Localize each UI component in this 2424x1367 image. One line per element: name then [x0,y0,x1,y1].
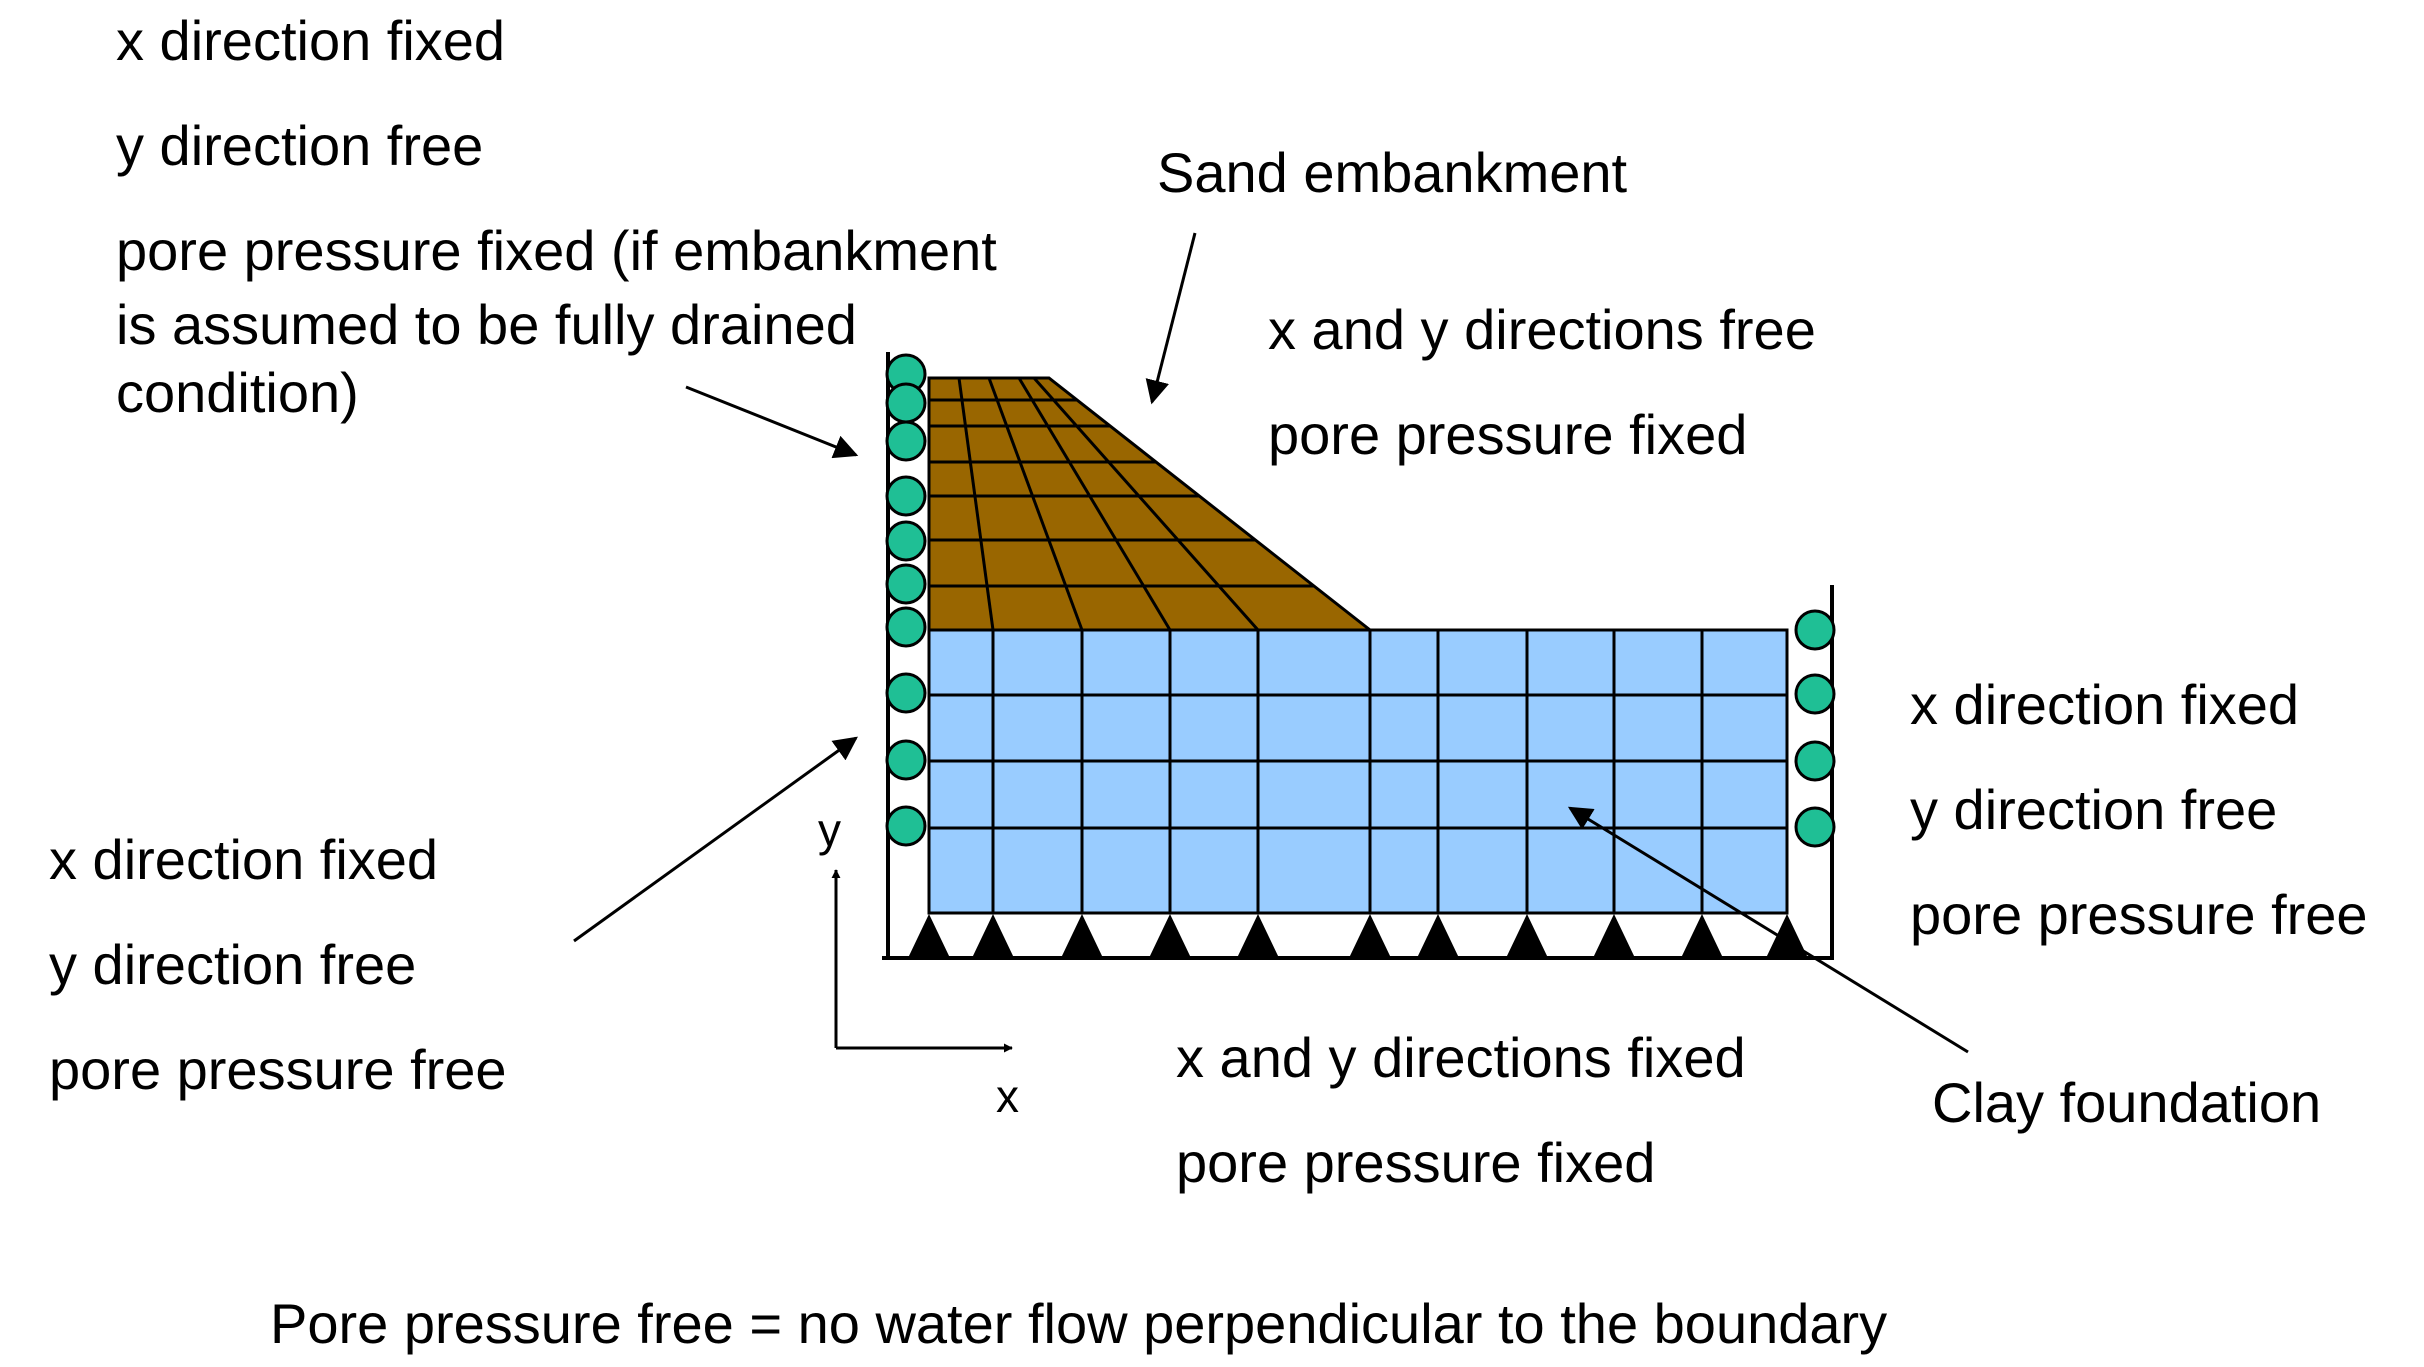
axis-y-label: y [818,804,841,856]
bottom-left-pore-label: pore pressure free [49,1038,507,1101]
axis-x-label: x [996,1070,1019,1122]
top-left-y-label: y direction free [116,114,483,177]
triangle-pin-icon [1237,914,1279,958]
circle-roller-icon [885,475,927,517]
pin-supports [908,914,1808,958]
circle-roller-icon [885,805,927,847]
circle-roller-icon [885,520,927,562]
triangle-pin-icon [972,914,1014,958]
clay-foundation-label: Clay foundation [1932,1071,2321,1134]
circle-roller-icon [1794,673,1836,715]
roller-supports [885,353,1836,848]
clay-foundation-mesh [927,628,1789,915]
sand-embankment-mesh [927,376,1375,632]
triangle-pin-icon [1417,914,1459,958]
top-left-pore-label-1: pore pressure fixed (if embankment [116,219,997,282]
triangle-pin-icon [1506,914,1548,958]
triangle-pin-icon [1681,914,1723,958]
circle-roller-icon [885,672,927,714]
circle-roller-icon [885,739,927,781]
top-left-arrow-icon [685,385,859,459]
sand-embankment-label: Sand embankment [1157,141,1628,204]
triangle-pin-icon [1061,914,1103,958]
bottom-pore-label: pore pressure fixed [1176,1131,1655,1194]
circle-roller-icon [1794,609,1836,651]
circle-roller-icon [885,563,927,605]
clay-body [927,628,1789,915]
top-right-xy-label: x and y directions free [1268,298,1816,361]
footnote: Pore pressure free = no water flow perpe… [270,1292,1887,1355]
circle-roller-icon [1794,806,1836,848]
sand-embankment-arrow-icon [1145,232,1197,405]
sand-mesh-line [1017,377,1172,631]
bottom-left-arrow-icon [573,736,858,943]
circle-roller-icon [885,382,927,424]
top-left-pore-label-3: condition) [116,361,359,424]
bottom-left-x-label: x direction fixed [49,828,438,891]
right-y-label: y direction free [1910,778,2277,841]
right-x-label: x direction fixed [1910,673,2299,736]
triangle-pin-icon [908,914,950,958]
circle-roller-icon [1794,740,1836,782]
top-left-pore-label-2: is assumed to be fully drained [116,293,857,356]
sand-mesh-line [1032,377,1260,631]
top-right-pore-label: pore pressure fixed [1268,403,1747,466]
bottom-xy-label: x and y directions fixed [1176,1026,1746,1089]
triangle-pin-icon [1593,914,1635,958]
top-left-x-label: x direction fixed [116,9,505,72]
triangle-pin-icon [1349,914,1391,958]
sand-mesh-line [957,377,995,631]
sand-mesh-line [987,377,1084,631]
clay-foundation-arrow-icon [1567,806,1969,1054]
circle-roller-icon [885,420,927,462]
circle-roller-icon [885,606,927,648]
bottom-left-y-label: y direction free [49,933,416,996]
triangle-pin-icon [1149,914,1191,958]
right-pore-label: pore pressure free [1910,883,2368,946]
